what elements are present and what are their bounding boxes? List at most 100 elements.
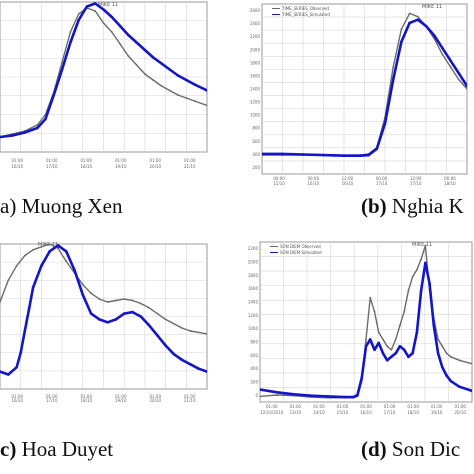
simulated-line: [0, 2, 207, 139]
x-tick-label-date: 13/10: [290, 410, 302, 415]
observed-line: [0, 7, 207, 138]
simulated-point: [432, 324, 436, 327]
observed-point: [441, 345, 444, 348]
observed-point: [185, 97, 188, 99]
simulated-point: [260, 388, 262, 391]
observed-point: [373, 310, 376, 313]
observed-point: [36, 124, 39, 126]
simulated-point: [11, 134, 14, 137]
x-tick-label: 01:00: [454, 404, 466, 409]
x-tick-label: 00:00: [444, 176, 456, 181]
y-tick-label: 200: [252, 165, 260, 170]
simulated-point: [168, 68, 171, 71]
observed-point: [276, 394, 278, 396]
simulated-point: [411, 352, 414, 355]
simulated-point: [390, 355, 393, 359]
observed-point: [400, 28, 403, 31]
simulated-point: [368, 338, 372, 341]
observed-point: [94, 10, 97, 12]
caption-d: (d) Son Dic: [361, 437, 460, 462]
simulated-point: [436, 352, 440, 355]
y-tick-label: 1800: [250, 60, 260, 65]
y-tick-label: 1000: [248, 326, 259, 331]
observed-point: [135, 64, 138, 66]
x-tick-label: 00:00: [376, 176, 388, 181]
simulated-point: [156, 334, 159, 337]
x-tick-label-date: 16/10: [11, 164, 23, 169]
x-tick-label: 01:00: [149, 158, 161, 163]
simulated-point: [176, 74, 180, 77]
legend-entry: TIME_SERIES_Simulated: [281, 12, 330, 17]
chart-header: MIKE 11: [422, 4, 442, 10]
simulated-line: [260, 261, 472, 399]
plot-frame: [259, 241, 473, 403]
simulated-point: [262, 152, 264, 156]
x-tick-label-date: 18/10: [80, 164, 92, 169]
simulated-point: [60, 68, 64, 71]
x-tick-label-date: 16/10: [11, 398, 23, 402]
x-tick-label: 01:00: [313, 404, 325, 409]
x-tick-label-date: 18/10: [80, 398, 92, 402]
simulated-point: [52, 93, 56, 97]
y-tick-label: 400: [252, 152, 260, 157]
simulated-point: [441, 46, 444, 50]
y-tick-label: 1600: [248, 286, 259, 291]
simulated-point: [367, 153, 370, 157]
y-tick-label: 1400: [250, 87, 260, 92]
x-tick-label-date: 16/10: [307, 181, 319, 186]
observed-point: [81, 283, 84, 286]
observed-point: [98, 298, 101, 300]
observed-point: [168, 89, 171, 92]
simulated-point: [457, 72, 461, 75]
observed-point: [399, 324, 401, 327]
x-tick-label: 01:00: [266, 404, 278, 409]
observed-point: [206, 104, 207, 107]
x-tick-label-date: 21/10: [184, 164, 196, 169]
simulated-point: [375, 147, 379, 151]
x-tick-label-date: 17/10: [376, 181, 388, 186]
simulated-point: [15, 366, 18, 369]
x-tick-label-date: 19/10: [115, 398, 127, 402]
y-tick-label: 1600: [250, 73, 260, 78]
observed-point: [449, 355, 452, 358]
chart-panel-d: MIKE 11 SON DIEM Observed SON DIEM Simulat…: [240, 238, 474, 416]
observed-point: [164, 318, 167, 321]
caption-c-title: Hoa Duyet: [21, 437, 114, 461]
x-tick-label-date: 17/10: [46, 398, 58, 402]
caption-d-title: Son Dic: [391, 437, 461, 461]
observed-point: [458, 359, 461, 362]
caption-b-title: Nghia K: [391, 194, 464, 218]
simulated-point: [160, 62, 163, 65]
y-tick-label: 2200: [248, 246, 259, 251]
observed-point: [420, 258, 422, 261]
simulated-point: [127, 33, 130, 37]
simulated-point: [391, 78, 395, 81]
x-tick-label: 01:00: [46, 394, 58, 399]
observed-point: [437, 338, 439, 341]
y-tick-label: 600: [252, 139, 260, 144]
simulated-point: [383, 122, 387, 125]
y-tick-label: 2600: [250, 8, 260, 13]
x-tick-label-date: 17/10: [46, 164, 58, 169]
simulated-point: [172, 352, 176, 356]
observed-point: [441, 53, 444, 56]
observed-point: [173, 322, 175, 325]
observed-point: [106, 301, 109, 303]
observed-point: [416, 15, 419, 18]
chart-a: MIKE 1101:0016/1001:0017/1001:0018/1001:…: [0, 1, 208, 169]
y-tick-label: 400: [250, 366, 258, 371]
observed-point: [386, 345, 389, 348]
simulated-point: [415, 331, 419, 334]
y-tick-label: 1400: [248, 300, 259, 305]
observed-point: [408, 12, 411, 15]
y-tick-label: 2000: [248, 260, 259, 265]
simulated-point: [23, 329, 27, 333]
observed-point: [115, 299, 117, 302]
observed-point: [40, 246, 43, 248]
observed-point: [390, 348, 393, 351]
x-tick-label-date: 17/10: [410, 181, 422, 186]
simulated-point: [0, 135, 2, 139]
observed-point: [7, 279, 10, 282]
observed-point: [260, 395, 261, 398]
